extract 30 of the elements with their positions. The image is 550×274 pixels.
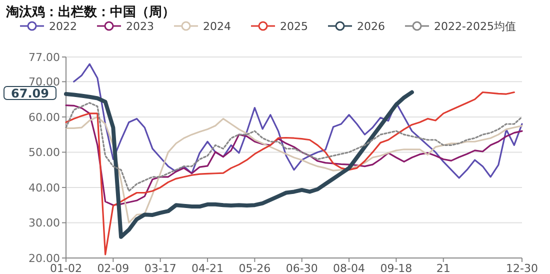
- line-series: [65, 104, 523, 206]
- y-tick-label: 20.00: [28, 252, 60, 265]
- legend-label: 2026: [357, 20, 385, 33]
- legend-label: 2025: [280, 20, 308, 33]
- line-series: [64, 90, 414, 239]
- y-tick-label: 30.00: [28, 216, 60, 230]
- line-series: [65, 91, 515, 256]
- y-tick-label: 50.00: [28, 146, 60, 160]
- y-tick-label: 70.00: [28, 76, 60, 89]
- legend-label: 2022-2025均值: [434, 20, 516, 33]
- y-tick-label: 77.00: [28, 51, 60, 64]
- x-tick-label: 03-17: [144, 262, 176, 274]
- legend-label: 2023: [126, 20, 154, 33]
- line-series: [65, 116, 523, 224]
- x-tick-label: 04-21: [192, 262, 224, 274]
- x-tick-label: 01-02: [50, 262, 82, 274]
- y-tick-label: 60.00: [28, 110, 60, 124]
- x-tick-label: 02-09: [97, 262, 130, 274]
- y-tick-label: 40.00: [28, 181, 60, 194]
- x-tick-label: 06-30: [286, 262, 318, 274]
- legend-label: 2022: [49, 20, 77, 33]
- x-tick-label: 08-04: [333, 262, 366, 274]
- text: 67.09: [11, 86, 49, 100]
- line-series: [73, 63, 523, 179]
- x-tick-label: 21: [436, 262, 450, 274]
- x-tick-label: 09-18: [380, 262, 412, 274]
- chart-title: 淘汰鸡：出栏数：中国（周）: [5, 5, 175, 20]
- x-tick-label: 12-30: [506, 262, 538, 274]
- x-tick-label: 05-26: [238, 262, 271, 274]
- legend-label: 2024: [203, 20, 231, 33]
